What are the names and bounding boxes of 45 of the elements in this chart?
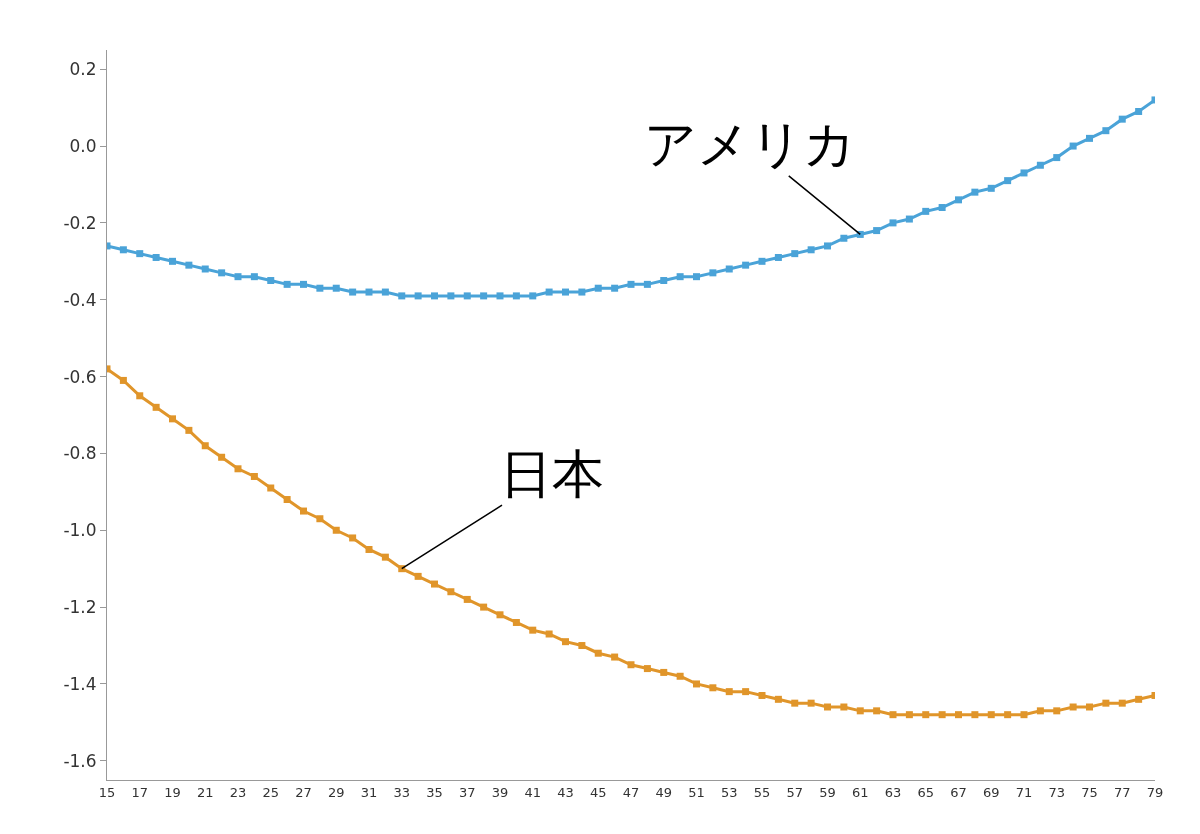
x-tick-label: 29 (327, 784, 345, 800)
x-tick-label: 69 (982, 784, 1000, 800)
x-tick-label: 27 (295, 784, 312, 800)
x-tick-label: 49 (655, 784, 673, 800)
y-tick-label: -0.6 (63, 366, 97, 387)
x-tick-label: 73 (1048, 784, 1066, 800)
x-tick-label: 75 (1081, 784, 1098, 800)
x-tick-label: 59 (819, 784, 836, 800)
x-tick-label: 33 (393, 784, 411, 800)
x-tick-label: 51 (688, 784, 705, 800)
x-tick-label: 35 (426, 784, 443, 800)
y-tick-label: -0.4 (63, 289, 97, 310)
x-tick-label: 61 (851, 784, 869, 800)
x-tick-label: 17 (131, 784, 149, 800)
x-tick-label: 53 (720, 784, 738, 800)
x-tick-label: 25 (262, 784, 280, 800)
x-tick-label: 77 (1113, 784, 1131, 800)
y-tick-label: -1.0 (63, 520, 97, 541)
y-tick-label: -1.2 (63, 597, 97, 618)
y-tick-label: -1.6 (63, 750, 97, 771)
y-tick-label: 0.0 (69, 136, 97, 156)
x-tick-label: 47 (622, 784, 640, 800)
x-tick-label: 23 (229, 784, 247, 800)
x-tick-label: 63 (884, 784, 902, 800)
x-tick-label: 79 (1146, 784, 1164, 800)
x-tick-label: 45 (589, 784, 607, 800)
x-tick-label: 65 (917, 784, 935, 800)
x-tick-label: 71 (1015, 784, 1033, 800)
y-tick-label: -0.2 (63, 212, 97, 233)
annotation: 日本 (500, 444, 604, 504)
x-tick-label: 39 (491, 784, 509, 800)
x-tick-label: 15 (98, 784, 116, 800)
x-tick-label: 31 (360, 784, 378, 800)
x-tick-label: 67 (950, 784, 967, 800)
y-tick-label: 0.2 (69, 59, 97, 80)
x-tick-label: 37 (458, 784, 476, 800)
annotation: アメリカ (644, 114, 856, 174)
y-tick-label: -1.4 (63, 673, 97, 694)
x-tick-label: 19 (164, 784, 181, 800)
x-tick-label: 57 (786, 784, 804, 800)
x-tick-label: 43 (557, 784, 574, 800)
y-tick-label: -0.8 (63, 443, 97, 464)
x-tick-label: 41 (524, 784, 542, 800)
x-tick-label: 55 (753, 784, 771, 800)
x-tick-label: 21 (196, 784, 214, 800)
